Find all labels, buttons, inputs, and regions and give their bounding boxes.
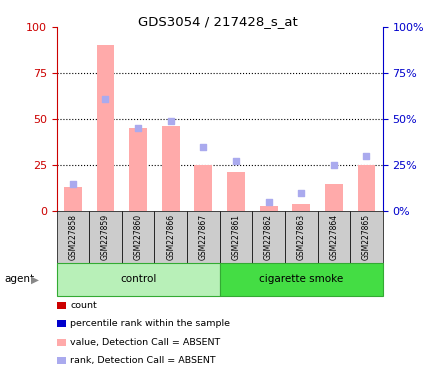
Point [69,180,76,187]
Point [297,190,304,196]
Bar [129,128,147,211]
Point [102,96,108,102]
Text: ▶: ▶ [31,274,39,285]
Text: GSM227865: GSM227865 [361,214,370,260]
Text: GDS3054 / 217428_s_at: GDS3054 / 217428_s_at [137,15,297,28]
Text: GSM227863: GSM227863 [296,214,305,260]
Text: GSM227866: GSM227866 [166,214,175,260]
Text: GSM227860: GSM227860 [133,214,142,260]
Text: GSM227867: GSM227867 [198,214,207,260]
Text: GSM227861: GSM227861 [231,214,240,260]
Bar [357,165,375,211]
Bar [227,172,244,211]
Point [362,153,369,159]
Text: GSM227858: GSM227858 [68,214,77,260]
Point [167,118,174,124]
Text: rank, Detection Call = ABSENT: rank, Detection Call = ABSENT [70,356,216,365]
Point [135,125,141,131]
Text: agent: agent [4,274,34,285]
Text: count: count [70,301,97,310]
Bar [324,184,342,211]
Bar [292,204,309,211]
Bar [96,45,114,211]
Bar [194,165,212,211]
Text: percentile rank within the sample: percentile rank within the sample [70,319,230,328]
Bar [259,206,277,211]
Text: GSM227862: GSM227862 [263,214,273,260]
Text: value, Detection Call = ABSENT: value, Detection Call = ABSENT [70,338,220,347]
Text: control: control [120,274,156,285]
Text: GSM227859: GSM227859 [101,214,110,260]
Text: GSM227864: GSM227864 [329,214,338,260]
Point [232,158,239,164]
Point [265,199,272,205]
Bar [161,126,179,211]
Point [199,144,207,150]
Point [330,162,337,168]
Bar [64,187,82,211]
Text: cigarette smoke: cigarette smoke [259,274,342,285]
